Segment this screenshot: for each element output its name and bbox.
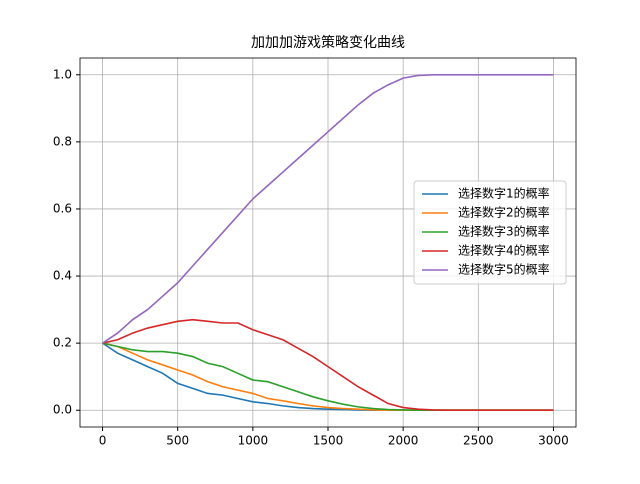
legend-label: 选择数字1的概率	[458, 186, 550, 201]
x-tick-label: 3000	[538, 434, 569, 448]
legend-label: 选择数字5的概率	[458, 262, 550, 277]
y-tick-label: 0.8	[53, 134, 72, 148]
chart-title: 加加加游戏策略变化曲线	[251, 34, 405, 51]
x-tick-label: 2500	[463, 434, 494, 448]
legend-label: 选择数字4的概率	[458, 243, 550, 258]
legend-label: 选择数字3的概率	[458, 224, 550, 239]
x-tick-label: 1500	[313, 434, 344, 448]
y-tick-label: 0.6	[53, 201, 72, 215]
series-line	[102, 318, 554, 412]
legend-label: 选择数字2的概率	[458, 205, 550, 220]
y-tick-label: 0.0	[53, 403, 72, 417]
series-line	[102, 73, 554, 344]
plot-frame	[79, 57, 577, 428]
y-tick-label: 0.4	[53, 269, 72, 283]
x-tick-label: 2000	[388, 434, 419, 448]
y-tick-label: 0.2	[53, 336, 72, 350]
x-tick-label: 500	[166, 434, 189, 448]
y-tick-label: 1.0	[53, 67, 72, 81]
legend-box	[413, 180, 567, 285]
x-tick-label: 1000	[238, 434, 269, 448]
x-tick-label: 0	[99, 434, 107, 448]
